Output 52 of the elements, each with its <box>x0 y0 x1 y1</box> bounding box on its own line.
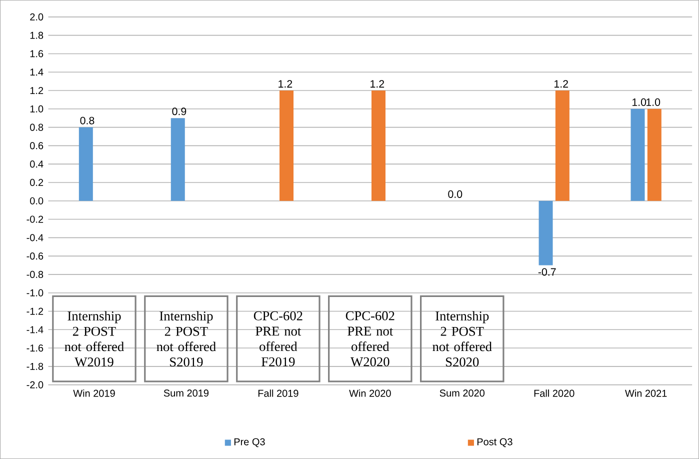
y-tick-label: -1.2 <box>26 308 44 315</box>
legend-label: Post Q3 <box>477 438 512 448</box>
y-tick-label: -1.8 <box>26 362 44 370</box>
bar <box>630 108 645 201</box>
bar <box>647 108 662 201</box>
y-tick-label: 1.8 <box>30 32 44 39</box>
data-label: 0.8 <box>80 116 94 124</box>
x-tick-label: Win 2020 <box>349 390 391 397</box>
data-label: 1.2 <box>278 80 292 88</box>
data-label: 1.0 <box>646 98 660 106</box>
bar <box>170 118 185 201</box>
y-tick-label: 0.8 <box>30 124 44 131</box>
y-tick-label: 1.6 <box>30 50 44 58</box>
annotation: Internship 2 POST not offered W2019 <box>64 311 124 367</box>
y-tick-label: 0.2 <box>30 178 44 186</box>
y-tick-label: -1.0 <box>26 289 44 296</box>
y-tick-label: 1.0 <box>30 105 44 112</box>
data-label: 0.9 <box>172 108 186 116</box>
y-tick-label: 0.6 <box>30 142 44 150</box>
data-label: 1.0 <box>632 98 646 106</box>
bar <box>280 90 294 201</box>
x-tick-label: Fall 2019 <box>258 390 298 397</box>
data-label: 1.2 <box>370 80 384 88</box>
data-label: -0.7 <box>538 268 556 276</box>
annotation: Internship 2 POST not offered S2020 <box>432 311 492 366</box>
x-tick-label: Sum 2020 <box>440 389 485 397</box>
y-tick-label: -0.2 <box>26 216 44 223</box>
y-tick-label: -0.6 <box>26 252 44 260</box>
annotation: Internship 2 POST not offered S2019 <box>156 311 216 366</box>
annotation: CPC-602 PRE not offered F2019 <box>254 311 302 366</box>
y-tick-label: 1.4 <box>30 68 44 76</box>
y-tick-label: 2.0 <box>30 13 44 20</box>
y-tick-label: -1.6 <box>26 344 44 352</box>
legend-label: Pre Q3 <box>234 438 265 448</box>
y-tick-label: -0.4 <box>26 234 44 242</box>
x-tick-label: Win 2021 <box>625 390 667 397</box>
y-tick-label: -2.0 <box>26 381 44 388</box>
x-tick-label: Win 2019 <box>73 390 115 397</box>
x-tick-label: Sum 2019 <box>164 389 209 397</box>
bar <box>371 90 386 201</box>
x-tick-label: Fall 2020 <box>534 390 574 397</box>
y-tick-label: 0.0 <box>30 197 44 204</box>
data-label: 0.0 <box>448 190 462 198</box>
y-tick-label: 1.2 <box>30 86 44 94</box>
bar <box>78 127 93 201</box>
bar <box>538 200 553 266</box>
annotation: CPC-602 PRE not offered W2020 <box>346 311 394 366</box>
y-tick-label: -1.4 <box>26 326 44 334</box>
y-tick-label: 0.4 <box>30 160 44 168</box>
data-label: 1.2 <box>554 80 568 88</box>
y-tick-label: -0.8 <box>26 270 44 278</box>
bar <box>555 90 570 201</box>
